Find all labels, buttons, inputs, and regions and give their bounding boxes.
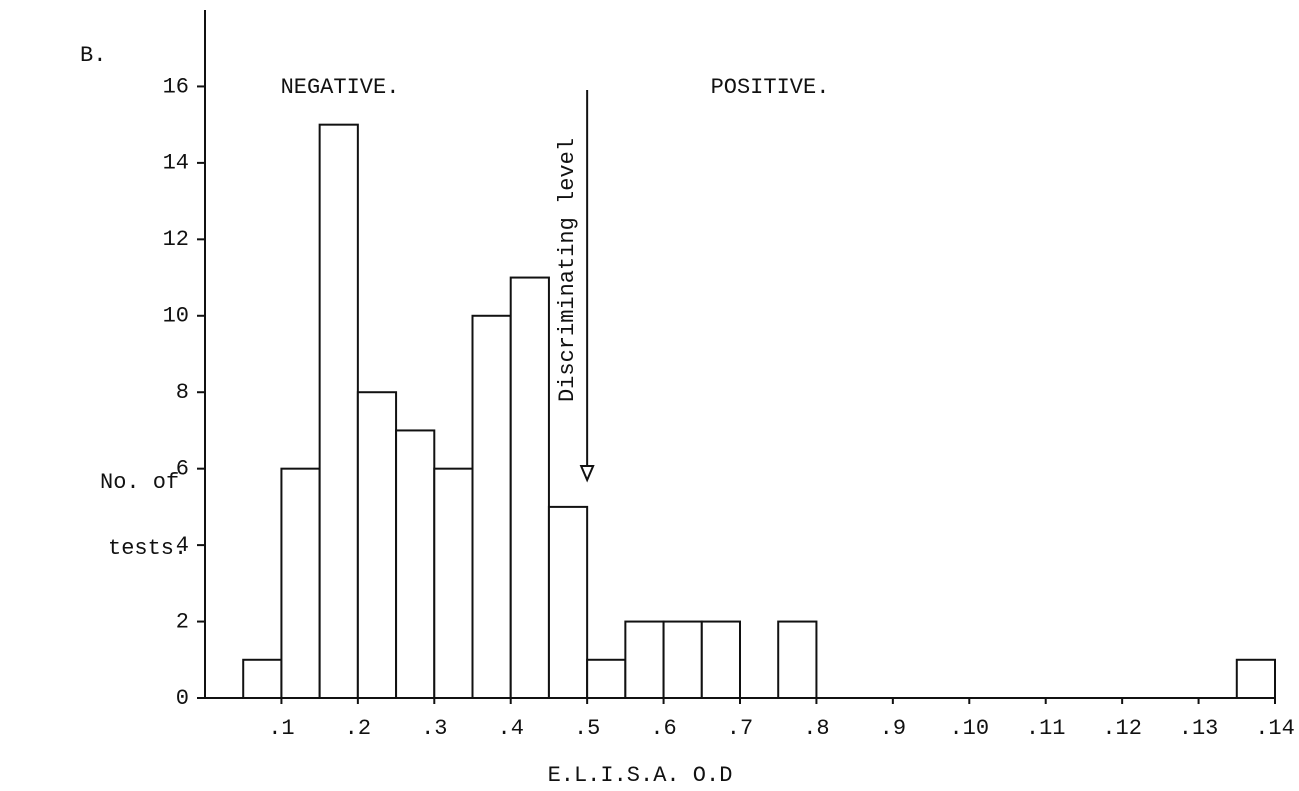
x-tick-label: .13 [1179,716,1219,741]
y-tick-label: 6 [176,456,189,481]
bar [1235,658,1277,699]
bar [624,620,665,699]
y-tick-label: 10 [163,304,189,329]
bar [700,620,741,699]
bar [547,505,589,699]
y-tick-label: 12 [163,227,189,252]
x-tick-label: .14 [1255,716,1295,741]
x-tick-label: .12 [1102,716,1142,741]
x-axis-title: E.L.I.S.A. O.D [548,763,733,788]
panel-label: B. [80,43,106,68]
bar [242,658,283,699]
bar [586,658,627,699]
x-tick-label: .5 [574,716,600,741]
x-tick-label: .11 [1026,716,1066,741]
bar [318,123,359,699]
x-tick-label: .7 [727,716,753,741]
x-tick-label: .6 [650,716,676,741]
y-tick-label: 16 [163,74,189,99]
y-tick-label: 14 [163,151,189,176]
bar [356,391,398,699]
y-tick-label: 2 [176,609,189,634]
bar [280,467,321,699]
x-tick-label: .3 [421,716,447,741]
bar [395,429,436,699]
bar [662,620,703,699]
y-tick-label: 4 [176,533,189,558]
discriminating-label: Discriminating level [555,138,580,402]
bar [471,314,512,699]
y-tick-label: 8 [176,380,189,405]
y-axis-title: No. of [100,470,179,495]
x-tick-label: .4 [498,716,524,741]
x-tick-label: .9 [880,716,906,741]
y-tick-label: 0 [176,686,189,711]
x-tick-label: .8 [803,716,829,741]
annotation: POSITIVE. [711,75,830,100]
x-tick-label: .2 [345,716,371,741]
annotation: NEGATIVE. [281,75,400,100]
x-tick-label: .10 [949,716,989,741]
bar [433,467,474,699]
bar [777,620,818,699]
y-axis-title: tests. [108,536,187,561]
x-tick-label: .1 [268,716,294,741]
bar [509,276,550,699]
arrow-head [579,465,595,483]
